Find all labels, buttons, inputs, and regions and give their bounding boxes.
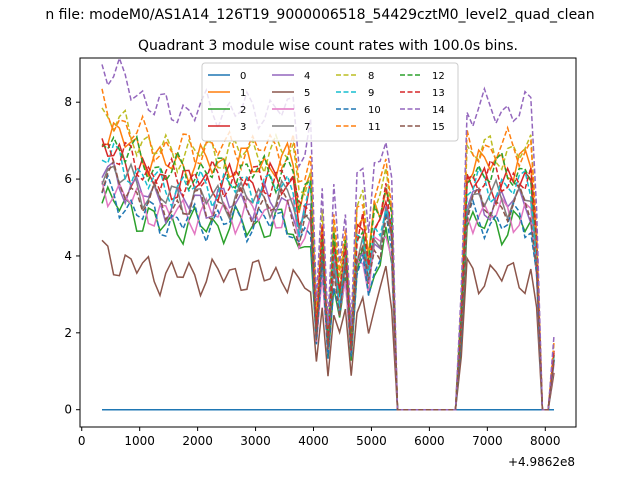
legend-label: 11 — [368, 122, 381, 133]
x-axis-offset-label: +4.9862e8 — [508, 455, 575, 469]
series-line-14 — [101, 55, 555, 411]
y-tick-label: 4 — [64, 249, 72, 263]
series-line-10 — [101, 173, 555, 411]
y-tick-label: 0 — [64, 403, 72, 417]
x-tick-label: 1000 — [124, 434, 155, 448]
series-line-5 — [101, 239, 555, 411]
axes-frame — [79, 57, 577, 428]
x-axis: 0 1000 2000 3000 4000 5000 6000 7000 8000 — [78, 427, 561, 448]
chart-suptitle: n file: modeM0/AS1A14_126T19_9000006518_… — [45, 7, 594, 23]
legend-label: 4 — [304, 71, 310, 82]
legend-label: 6 — [304, 105, 310, 116]
x-tick-label: 8000 — [530, 434, 561, 448]
legend-label: 14 — [432, 105, 445, 116]
y-tick-label: 8 — [64, 95, 72, 109]
legend-label: 3 — [240, 122, 246, 133]
x-tick-label: 4000 — [298, 434, 329, 448]
chart-title: Quadrant 3 module wise count rates with … — [138, 38, 518, 54]
y-tick-label: 6 — [64, 172, 72, 186]
series-line-13 — [101, 141, 555, 411]
legend-label: 9 — [368, 88, 374, 99]
series-line-2 — [101, 185, 555, 411]
y-tick-label: 2 — [64, 326, 72, 340]
legend-label: 1 — [240, 88, 246, 99]
legend-label: 2 — [240, 105, 246, 116]
x-tick-label: 6000 — [414, 434, 445, 448]
series-line-15 — [101, 159, 555, 411]
series-layer — [101, 55, 555, 411]
y-axis: 0 2 4 6 8 — [64, 95, 80, 417]
x-tick-label: 3000 — [240, 434, 271, 448]
x-tick-label: 2000 — [182, 434, 213, 448]
legend-label: 12 — [432, 71, 445, 82]
x-tick-label: 0 — [78, 434, 86, 448]
x-tick-label: 5000 — [356, 434, 387, 448]
legend-label: 15 — [432, 122, 445, 133]
legend-label: 13 — [432, 88, 445, 99]
legend-box — [201, 62, 459, 142]
legend-label: 5 — [304, 88, 310, 99]
legend-label: 7 — [304, 122, 310, 133]
x-tick-label: 7000 — [472, 434, 503, 448]
series-line-8 — [101, 107, 555, 411]
legend-label: 8 — [368, 71, 374, 82]
legend-label: 0 — [240, 71, 246, 82]
legend-label: 10 — [368, 105, 381, 116]
